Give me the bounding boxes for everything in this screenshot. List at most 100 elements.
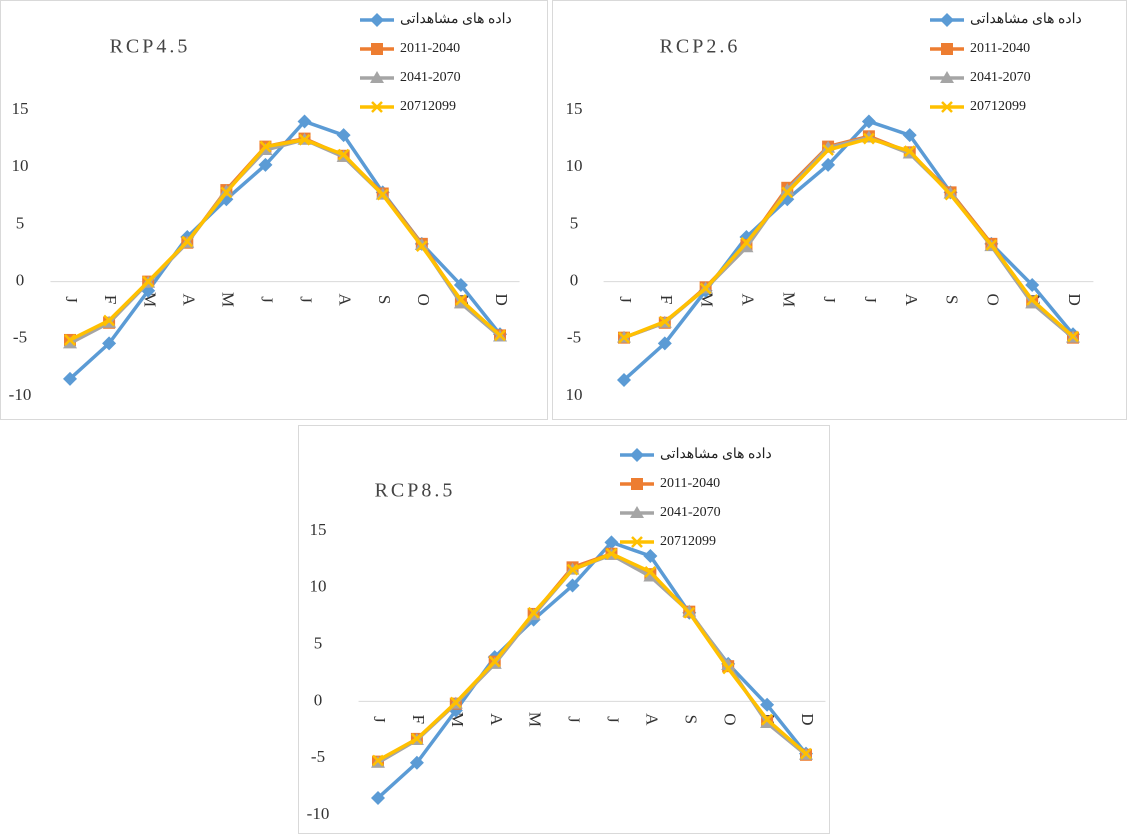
marker [800,747,812,760]
marker [617,372,631,387]
y-tick-label: -5 [13,328,27,347]
marker [371,43,383,55]
x-tick-label: D [1065,293,1084,305]
x-tick-label: F [101,295,120,304]
marker [64,334,76,346]
marker [371,790,385,805]
marker [1067,330,1079,343]
x-tick-label: J [861,296,880,303]
x-tick-label: J [62,296,81,303]
marker [370,71,384,83]
marker [63,336,77,349]
y-tick-label: 10 [12,156,29,175]
marker [415,240,428,253]
y-tick-label: 0 [16,271,25,290]
series-line [377,551,808,763]
marker [102,336,117,351]
x-tick-label: O [983,293,1002,305]
marker [631,536,643,548]
marker [683,606,696,619]
marker [103,314,115,327]
y-tick-label: 5 [16,213,25,232]
y-tick-label: 15 [566,99,583,118]
marker [760,715,775,728]
marker [861,114,876,129]
legend-label: داده های مشاهداتی [400,12,512,27]
marker [336,128,351,143]
x-tick-label: J [616,296,635,303]
marker [630,506,644,518]
x-tick-label: D [798,713,817,725]
x-tick-label: A [902,293,921,306]
marker [453,278,468,293]
legend-label: 2011-2040 [400,41,460,56]
marker [760,697,775,712]
series-line [623,136,1075,340]
x-tick-label: M [526,712,545,727]
y-tick-label: -10 [9,385,32,404]
x-tick-label: J [820,296,839,303]
x-tick-label: S [943,295,962,304]
marker [944,188,957,201]
marker [822,144,834,156]
x-tick-label: A [642,713,661,726]
x-tick-label: D [492,293,511,305]
chart-title: RCP4.5 [110,36,191,58]
marker [527,606,540,619]
marker [1026,294,1039,306]
x-tick-label: F [409,715,428,724]
marker [298,133,311,146]
x-tick-label: M [218,292,237,307]
marker [1025,278,1040,293]
marker [449,696,462,709]
x-tick-label: A [336,293,355,306]
marker [565,578,580,593]
chart-title: RCP8.5 [375,480,456,502]
marker [781,186,794,199]
marker [181,235,194,248]
legend-label: 20712099 [400,99,456,114]
marker [903,145,916,158]
x-tick-label: J [258,296,277,303]
marker [142,275,155,288]
marker [566,563,579,576]
marker [63,371,77,386]
marker [455,294,467,306]
marker [337,148,350,161]
marker [376,188,389,201]
marker [699,282,712,295]
x-tick-label: J [604,716,623,723]
marker [488,655,501,668]
marker [721,658,736,671]
marker [297,114,312,129]
panel-border [0,0,548,420]
marker [409,755,424,770]
marker [618,331,630,344]
y-tick-label: 0 [570,271,579,290]
marker [604,535,619,550]
y-tick-label: 5 [570,213,579,232]
marker [902,128,917,143]
marker [863,132,875,145]
x-tick-label: A [487,713,506,726]
marker [258,157,273,172]
marker [371,101,383,113]
y-tick-label: 10 [566,156,583,175]
x-tick-label: J [297,296,316,303]
legend-label: 2041-2070 [400,70,461,85]
x-tick-label: J [565,716,584,723]
marker [630,448,644,462]
x-tick-label: S [375,295,394,304]
marker [605,547,618,560]
chart-title: RCP2.6 [660,36,741,58]
y-tick-label: 15 [12,99,29,118]
marker [259,140,272,153]
marker [739,240,754,253]
marker [821,157,836,172]
marker [643,548,658,563]
marker [411,733,423,745]
series-line [69,137,502,342]
